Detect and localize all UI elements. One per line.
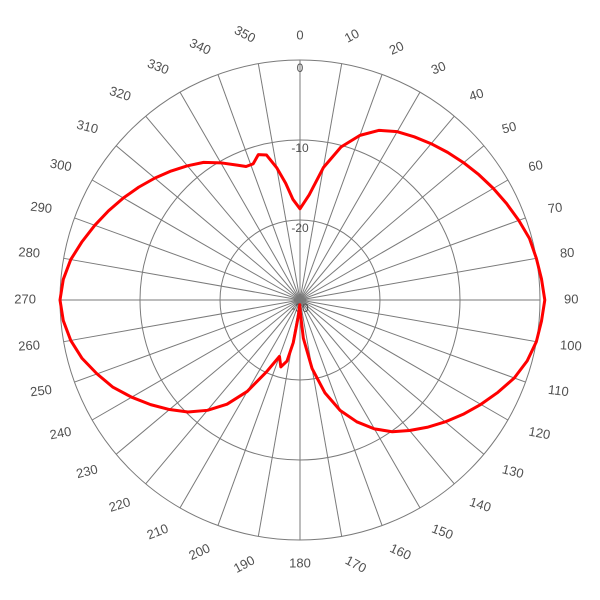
angle-tick-label: 200 xyxy=(186,540,212,563)
angle-tick-label: 220 xyxy=(107,494,132,515)
angle-tick-label: 60 xyxy=(527,157,544,174)
angle-tick-label: 50 xyxy=(500,118,518,136)
angle-tick-label: 110 xyxy=(547,382,569,399)
series-path xyxy=(60,130,545,431)
angle-tick-label: 230 xyxy=(75,461,100,481)
angle-tick-label: 10 xyxy=(342,26,362,46)
angle-tick-label: 170 xyxy=(343,552,369,575)
angle-tick-label: 190 xyxy=(231,552,257,575)
angle-tick-label: 70 xyxy=(547,199,563,216)
radial-tick-label: 0 xyxy=(297,61,304,75)
angle-tick-label: 320 xyxy=(108,83,133,104)
angle-tick-label: 310 xyxy=(75,117,100,137)
angle-tick-label: 340 xyxy=(187,35,213,58)
angle-tick-label: 260 xyxy=(18,337,41,353)
angle-tick-label: 80 xyxy=(559,245,574,261)
grid-spokes xyxy=(60,60,540,540)
angle-tick-label: 0 xyxy=(296,27,303,42)
angle-tick-label: 130 xyxy=(501,461,526,481)
angle-tick-label: 240 xyxy=(48,424,72,443)
angle-tick-label: 210 xyxy=(145,521,171,543)
angle-tick-label: 90 xyxy=(564,291,578,306)
angle-tick-label: 180 xyxy=(289,555,311,570)
angle-tick-label: 20 xyxy=(387,38,406,58)
polar-chart: 0 10 20 30 40 50 60 70 80 90 100 110 120130 140 150 160… xyxy=(0,0,600,600)
angle-tick-label: 330 xyxy=(145,56,171,78)
angle-tick-label: 120 xyxy=(527,424,551,443)
radial-tick-label: -20 xyxy=(291,221,309,235)
angle-tick-label: 300 xyxy=(49,156,73,175)
angle-tick-label: 290 xyxy=(30,199,53,217)
angle-tick-label: 270 xyxy=(14,291,36,306)
angle-tick-label: 280 xyxy=(18,244,41,260)
angle-tick-label: 140 xyxy=(468,494,493,515)
data-series xyxy=(60,130,545,431)
angle-tick-label: 40 xyxy=(467,85,485,104)
angle-tick-label: 150 xyxy=(430,521,456,543)
angle-tick-label: 100 xyxy=(560,337,583,353)
angle-tick-label: 160 xyxy=(388,540,414,563)
angle-tick-label: 250 xyxy=(29,382,52,400)
radial-tick-label: -10 xyxy=(291,141,309,155)
angle-tick-label: 350 xyxy=(232,22,258,45)
angle-tick-label: 30 xyxy=(429,58,448,77)
